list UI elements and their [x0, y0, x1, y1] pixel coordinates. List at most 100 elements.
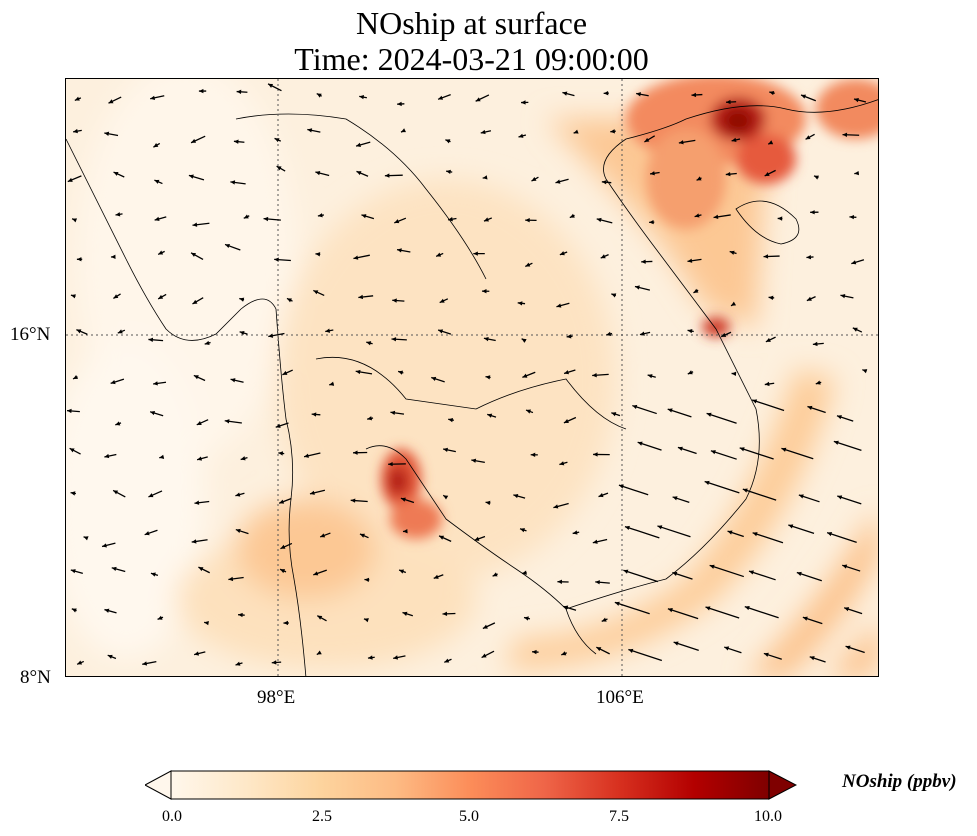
wind-arrow-head	[637, 441, 643, 446]
wind-arrow-head	[364, 577, 370, 583]
gridlines	[66, 79, 878, 676]
wind-arrow-head	[192, 299, 198, 304]
wind-arrow-shaft	[628, 648, 663, 662]
wind-arrow-head	[727, 530, 733, 535]
wind-arrow-head	[104, 608, 110, 613]
wind-arrow-head	[104, 453, 110, 459]
wind-arrow-head	[842, 132, 848, 137]
wind-arrow-head	[359, 95, 365, 100]
wind-arrow-head	[350, 498, 356, 503]
wind-arrow-head	[325, 328, 331, 333]
wind-arrow-head	[117, 329, 123, 334]
wind-arrow-head	[724, 646, 730, 651]
wind-arrow-head	[188, 174, 194, 179]
wind-arrow-head	[606, 331, 612, 336]
wind-arrow-head	[721, 332, 727, 337]
wind-arrow-head	[225, 243, 230, 249]
map-panel[interactable]	[65, 78, 879, 677]
wind-arrow-head	[474, 536, 480, 541]
wind-arrow-head	[153, 381, 158, 386]
wind-arrow-head	[148, 493, 154, 498]
wind-arrow-head	[596, 217, 602, 223]
wind-arrow-head	[532, 649, 537, 655]
wind-arrow-head	[448, 417, 454, 423]
wind-arrow-head	[72, 218, 78, 223]
wind-arrow-head	[192, 222, 198, 227]
wind-arrow-shaft	[657, 525, 691, 538]
wind-arrow-head	[731, 371, 737, 377]
wind-arrow-head	[614, 601, 620, 606]
wind-arrow-head	[283, 620, 289, 626]
wind-arrow-head	[397, 248, 402, 253]
wind-arrow-head	[649, 219, 654, 225]
wind-arrow-head	[436, 252, 442, 257]
wind-arrow-head	[557, 579, 562, 584]
wind-arrow-head	[485, 375, 491, 380]
wind-arrow-head	[398, 370, 404, 375]
wind-arrow-head	[443, 495, 449, 500]
wind-arrow-head	[559, 461, 565, 466]
wind-arrow-head	[316, 93, 322, 98]
wind-arrow-head	[815, 380, 821, 385]
wind-arrow-head	[840, 294, 846, 299]
wind-arrow-head	[678, 140, 684, 145]
wind-arrow-head	[611, 412, 617, 417]
wind-arrow-head	[647, 374, 653, 379]
wind-arrow-head	[104, 131, 110, 136]
wind-arrow-head	[142, 661, 148, 666]
wind-arrow-head	[235, 661, 241, 666]
wind-arrow-head	[361, 214, 367, 219]
plot-title-line1: NOship at surface	[355, 5, 588, 41]
wind-arrow-head	[763, 254, 769, 259]
coastlines	[66, 99, 878, 676]
wind-arrow-head	[110, 379, 116, 385]
lon-tick-106e: 106°E	[596, 687, 644, 708]
wind-arrow-head	[520, 528, 525, 533]
wind-arrow-head	[752, 399, 758, 404]
wind-arrow-head	[274, 138, 280, 143]
wind-arrow-head	[475, 97, 481, 102]
wind-arrow-head	[768, 140, 774, 145]
wind-arrow-head	[729, 250, 735, 255]
wind-arrow-head	[849, 214, 855, 220]
wind-arrow-head	[196, 420, 202, 425]
wind-arrow-head	[274, 257, 279, 262]
wind-arrow-head	[726, 99, 731, 105]
wind-arrow-head	[198, 88, 204, 94]
wind-arrow-head	[400, 128, 406, 133]
wind-arrow-head	[763, 652, 769, 657]
wind-arrow-shaft	[710, 450, 737, 460]
wind-arrow-head	[706, 412, 712, 417]
wind-vector-field	[66, 83, 868, 666]
wind-arrow-head	[236, 89, 242, 95]
wind-arrow-head	[731, 137, 737, 143]
wind-arrow-head	[433, 574, 439, 579]
wind-arrow-head	[307, 128, 313, 133]
wind-arrow-head	[796, 571, 802, 576]
wind-arrow-head	[77, 660, 83, 665]
wind-arrow-head	[353, 450, 358, 455]
wind-arrow-head	[157, 615, 163, 620]
wind-arrow-head	[74, 96, 80, 101]
wind-arrow-head	[102, 543, 107, 548]
wind-arrow-head	[731, 301, 737, 306]
wind-arrow-head	[672, 496, 678, 501]
wind-arrow-head	[194, 500, 200, 505]
wind-arrow-head	[806, 296, 812, 301]
wind-arrow-shaft	[618, 484, 649, 496]
wind-arrow-head	[836, 415, 842, 420]
wind-arrow-shaft	[742, 488, 777, 501]
wind-arrow-head	[854, 98, 859, 103]
wind-arrow-shaft	[744, 606, 779, 619]
wind-arrow-head	[564, 370, 570, 375]
wind-arrow-head	[481, 653, 487, 658]
wind-arrow-head	[555, 179, 561, 184]
wind-arrow-head	[393, 655, 399, 660]
wind-arrow-head	[271, 660, 277, 665]
wind-arrow-shaft	[667, 608, 699, 620]
colorbar-tick-10: 10.0	[754, 808, 782, 825]
wind-arrow-head	[482, 624, 488, 629]
wind-arrow-head	[73, 128, 78, 134]
wind-arrow-head	[159, 454, 165, 459]
wind-arrow-head	[667, 608, 673, 613]
